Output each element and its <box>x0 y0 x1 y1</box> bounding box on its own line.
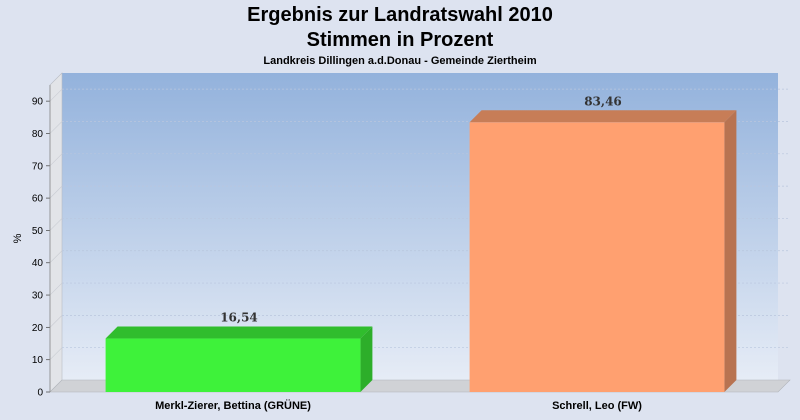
x-category-label: Merkl-Zierer, Bettina (GRÜNE) <box>155 399 311 412</box>
chart-title: Ergebnis zur Landratswahl 2010 <box>247 4 553 26</box>
y-tick-label: 80 <box>32 129 44 140</box>
y-tick-label: 0 <box>37 388 43 399</box>
bar-top <box>469 110 737 123</box>
bar <box>105 338 361 392</box>
chart-subtitle: Stimmen in Prozent <box>306 29 494 51</box>
y-tick-label: 10 <box>32 355 44 366</box>
gridline-side <box>49 315 63 328</box>
y-tick-label: 20 <box>32 323 44 334</box>
gridline-side <box>49 218 63 231</box>
gridline-side <box>49 153 63 167</box>
bar-top <box>105 326 373 339</box>
chart-caption: Landkreis Dillingen a.d.Donau - Gemeinde… <box>263 55 537 67</box>
bar-side <box>724 110 737 392</box>
gridline-side <box>49 88 63 102</box>
bar-side <box>360 326 373 392</box>
bar <box>469 122 725 392</box>
data-label: 83,46 <box>584 94 622 108</box>
y-tick-label: 70 <box>32 161 44 172</box>
y-tick-label: 50 <box>32 226 44 237</box>
y-tick-label: 30 <box>32 291 44 302</box>
data-label: 16,54 <box>220 311 258 325</box>
y-tick-label: 90 <box>32 97 44 108</box>
x-category-label: Schrell, Leo (FW) <box>552 400 642 412</box>
y-tick-label: 60 <box>32 194 44 205</box>
gridline-side <box>49 121 63 134</box>
plot-left-wall <box>49 72 63 393</box>
y-axis-label: % <box>12 233 24 243</box>
gridline-side <box>49 347 63 360</box>
gridline-side <box>49 250 63 263</box>
gridline-side <box>49 282 63 296</box>
y-tick-label: 40 <box>32 258 44 269</box>
gridline-side <box>49 185 63 199</box>
